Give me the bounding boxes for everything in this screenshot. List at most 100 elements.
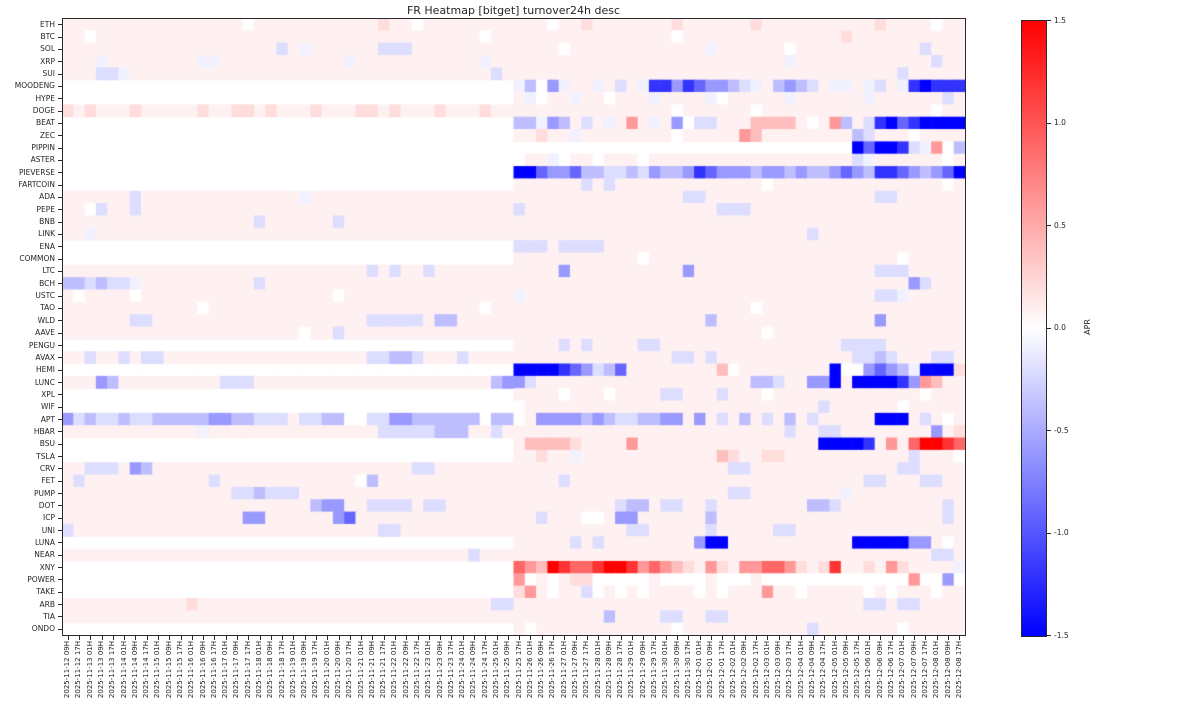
- y-tick-label: NEAR: [34, 550, 55, 560]
- x-tick-mark: [857, 636, 859, 640]
- x-tick-label: 2025-11-19 17H: [311, 641, 320, 699]
- x-tick-label: 2025-11-19 01H: [288, 641, 297, 699]
- x-tick-label: 2025-11-21 01H: [356, 641, 365, 699]
- x-tick-mark: [304, 636, 306, 640]
- x-tick-label: 2025-11-23 01H: [424, 641, 433, 699]
- y-tick-label: AVAX: [35, 352, 55, 362]
- x-tick-label: 2025-12-05 01H: [830, 641, 839, 699]
- x-tick-label: 2025-12-03 01H: [762, 641, 771, 699]
- x-tick-mark: [451, 636, 453, 640]
- colorbar-tick-label: 0.5: [1054, 220, 1066, 230]
- y-tick-label: XPL: [41, 389, 55, 399]
- x-tick-mark: [372, 636, 374, 640]
- y-tick-mark: [58, 406, 62, 408]
- x-tick-label: 2025-12-05 17H: [853, 641, 862, 699]
- x-tick-mark: [891, 636, 893, 640]
- x-tick-label: 2025-11-17 09H: [232, 641, 241, 699]
- x-tick-label: 2025-11-15 01H: [153, 641, 162, 699]
- x-tick-label: 2025-11-30 01H: [661, 641, 670, 699]
- x-tick-mark: [270, 636, 272, 640]
- y-tick-label: HYPE: [35, 93, 55, 103]
- x-tick-label: 2025-11-29 17H: [650, 641, 659, 699]
- x-tick-label: 2025-12-06 09H: [875, 641, 884, 699]
- x-tick-mark: [541, 636, 543, 640]
- y-tick-label: ADA: [39, 192, 55, 202]
- x-tick-mark: [191, 636, 193, 640]
- x-tick-label: 2025-11-28 09H: [604, 641, 613, 699]
- x-tick-mark: [564, 636, 566, 640]
- x-tick-mark: [869, 636, 871, 640]
- x-tick-label: 2025-12-08 09H: [943, 641, 952, 699]
- y-tick-label: CRV: [39, 463, 55, 473]
- x-tick-mark: [383, 636, 385, 640]
- y-tick-label: SOL: [40, 44, 55, 54]
- y-tick-label: BTC: [40, 32, 55, 41]
- y-tick-label: ONDO: [31, 624, 55, 634]
- x-tick-mark: [124, 636, 126, 640]
- y-tick-mark: [58, 98, 62, 100]
- x-tick-mark: [282, 636, 284, 640]
- y-tick-label: FET: [41, 476, 55, 486]
- y-tick-mark: [58, 369, 62, 371]
- x-tick-label: 2025-12-02 09H: [740, 641, 749, 699]
- x-tick-label: 2025-11-30 09H: [672, 641, 681, 699]
- y-tick-label: UNI: [41, 525, 55, 535]
- x-tick-label: 2025-12-08 01H: [932, 641, 941, 699]
- x-tick-label: 2025-11-29 09H: [638, 641, 647, 699]
- y-tick-mark: [58, 357, 62, 359]
- y-tick-mark: [58, 159, 62, 161]
- colorbar-axis-label: APR: [1083, 319, 1092, 335]
- x-tick-mark: [169, 636, 171, 640]
- x-tick-label: 2025-11-28 17H: [616, 641, 625, 699]
- x-tick-label: 2025-11-21 09H: [367, 641, 376, 699]
- y-tick-label: USTC: [35, 291, 55, 301]
- y-tick-mark: [58, 24, 62, 26]
- y-tick-label: WIF: [41, 402, 55, 412]
- x-tick-label: 2025-12-03 09H: [774, 641, 783, 699]
- y-tick-label: LINK: [38, 229, 55, 239]
- x-tick-mark: [699, 636, 701, 640]
- x-tick-label: 2025-11-25 09H: [503, 641, 512, 699]
- y-tick-label: PIPPIN: [31, 143, 55, 153]
- x-tick-label: 2025-12-02 17H: [751, 641, 760, 699]
- y-tick-mark: [58, 443, 62, 445]
- x-tick-label: 2025-11-27 09H: [571, 641, 580, 699]
- x-tick-label: 2025-12-01 09H: [706, 641, 715, 699]
- y-tick-label: COMMON: [19, 254, 55, 264]
- x-tick-label: 2025-11-12 09H: [63, 641, 72, 699]
- x-tick-mark: [417, 636, 419, 640]
- x-tick-label: 2025-11-18 09H: [266, 641, 275, 699]
- x-tick-label: 2025-12-07 09H: [909, 641, 918, 699]
- x-tick-mark: [259, 636, 261, 640]
- y-tick-label: LUNC: [34, 377, 55, 387]
- x-tick-mark: [643, 636, 645, 640]
- y-tick-label: TIA: [43, 611, 55, 621]
- x-tick-mark: [880, 636, 882, 640]
- colorbar-tick-mark: [1047, 327, 1051, 329]
- x-tick-label: 2025-12-04 17H: [819, 641, 828, 699]
- x-tick-label: 2025-12-01 01H: [695, 641, 704, 699]
- colorbar-tick-mark: [1047, 20, 1051, 21]
- y-tick-mark: [58, 283, 62, 285]
- y-tick-mark: [58, 85, 62, 87]
- x-tick-mark: [496, 636, 498, 640]
- x-tick-mark: [203, 636, 205, 640]
- y-tick-mark: [58, 579, 62, 581]
- colorbar-tick-label: 1.0: [1054, 118, 1066, 127]
- y-tick-mark: [58, 295, 62, 297]
- x-tick-mark: [744, 636, 746, 640]
- x-tick-label: 2025-11-28 01H: [593, 641, 602, 699]
- x-tick-mark: [349, 636, 351, 640]
- x-tick-label: 2025-12-07 17H: [921, 641, 929, 699]
- colorbar-tick-mark: [1047, 532, 1051, 534]
- x-tick-mark: [101, 636, 103, 640]
- y-tick-label: SUI: [42, 69, 55, 79]
- x-tick-label: 2025-11-16 17H: [209, 641, 218, 699]
- y-tick-label: MOODENG: [14, 81, 55, 91]
- x-tick-label: 2025-11-25 17H: [514, 641, 523, 699]
- colorbar-gradient: [1021, 20, 1047, 637]
- y-tick-mark: [58, 258, 62, 260]
- x-tick-label: 2025-11-15 09H: [164, 641, 173, 699]
- x-tick-mark: [78, 636, 80, 640]
- x-tick-mark: [462, 636, 464, 640]
